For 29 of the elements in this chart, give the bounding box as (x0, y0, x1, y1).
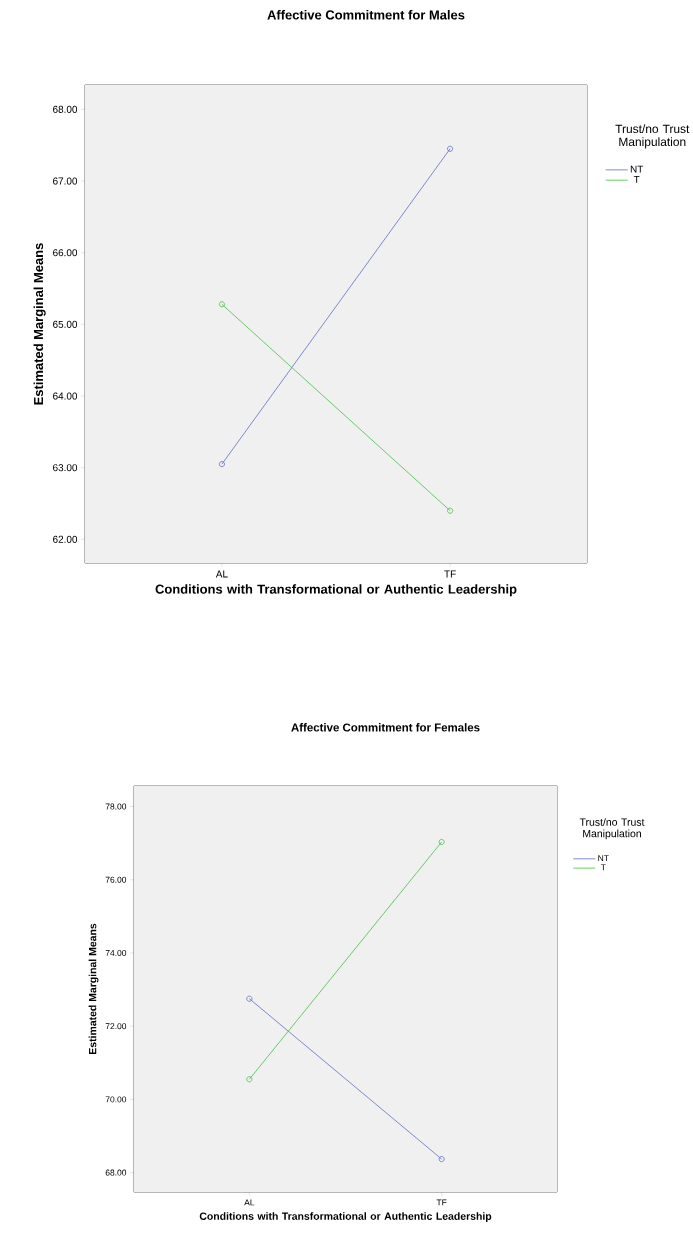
legend-label: T (600, 864, 606, 871)
y-tick-label: 74.00 (105, 949, 127, 956)
y-axis-title: Estimated Marginal Means (33, 243, 46, 405)
x-tick-label: AL (215, 570, 228, 578)
y-tick-label: 67.00 (53, 177, 78, 185)
chart-title: Affective Commitment for Females (291, 723, 480, 732)
y-tick-label: 78.00 (105, 803, 127, 810)
y-tick-label: 65.00 (53, 320, 78, 328)
y-tick-label: 70.00 (105, 1096, 127, 1103)
legend-label: T (633, 176, 640, 183)
y-tick-label: 72.00 (105, 1023, 127, 1030)
x-axis-title: Conditions with Transformational or Authentic Leadership (155, 584, 517, 597)
legend-label: NT (630, 165, 644, 173)
y-tick-label: 68.00 (105, 1169, 127, 1176)
legend-label: NT (598, 855, 609, 861)
y-tick-label: 62.00 (53, 535, 78, 543)
legend-title: Trust/no Trust Manipulation (579, 818, 645, 840)
y-tick-label: 68.00 (53, 105, 78, 113)
y-axis-title: Estimated Marginal Means (88, 923, 99, 1054)
x-axis-title: Conditions with Transformational or Authentic Leadership (199, 1212, 492, 1222)
x-tick-label: TF (436, 1199, 447, 1206)
chart-title: Affective Commitment for Males (267, 9, 465, 20)
y-tick-label: 63.00 (53, 464, 78, 472)
x-tick-label: AL (244, 1199, 255, 1206)
y-tick-label: 76.00 (105, 876, 127, 883)
y-tick-label: 66.00 (53, 249, 78, 257)
x-tick-label: TF (444, 570, 456, 578)
y-tick-label: 64.00 (53, 392, 78, 400)
legend-title: Trust/no Trust Manipulation (615, 124, 690, 149)
